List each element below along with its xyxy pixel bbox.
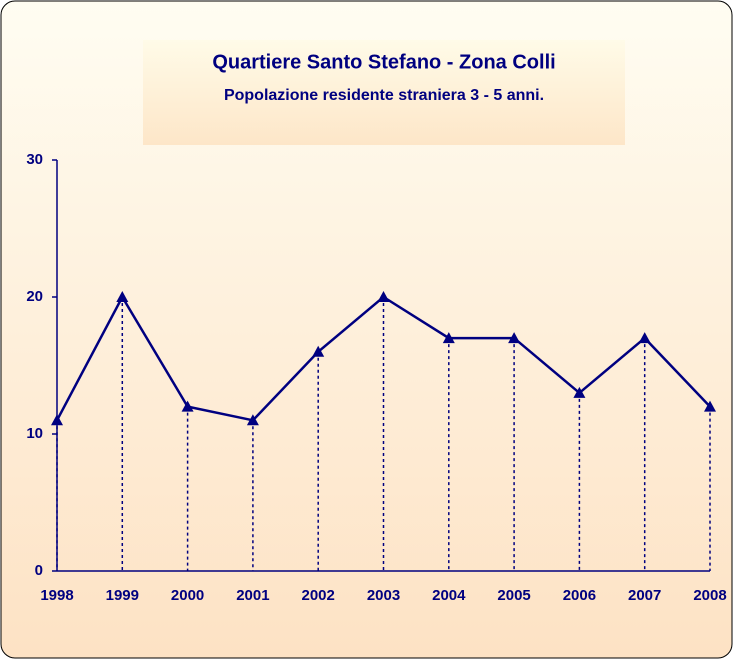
chart-subtitle: Popolazione residente straniera 3 - 5 an… bbox=[224, 87, 544, 104]
x-tick-label: 2005 bbox=[497, 587, 530, 604]
marker bbox=[51, 414, 63, 426]
marker bbox=[508, 332, 521, 344]
marker bbox=[638, 332, 651, 344]
marker bbox=[116, 291, 129, 302]
x-tick-label: 2006 bbox=[563, 587, 596, 604]
chart-title: Quartiere Santo Stefano - Zona Colli bbox=[212, 51, 555, 73]
x-tick-label: 1999 bbox=[106, 587, 139, 604]
x-tick-label: 2008 bbox=[693, 587, 726, 604]
marker bbox=[246, 414, 259, 426]
marker bbox=[704, 400, 716, 412]
x-tick-label: 2000 bbox=[171, 587, 204, 604]
y-tick-label: 10 bbox=[26, 425, 43, 442]
x-tick-label: 2007 bbox=[628, 587, 661, 604]
marker bbox=[442, 332, 455, 344]
x-tick-label: 2001 bbox=[236, 587, 269, 604]
x-tick-label: 2004 bbox=[432, 587, 466, 604]
marker bbox=[377, 291, 390, 302]
y-tick-label: 30 bbox=[26, 151, 43, 168]
x-tick-label: 1998 bbox=[40, 587, 73, 604]
title-box bbox=[143, 40, 625, 145]
x-tick-label: 2002 bbox=[302, 587, 335, 604]
marker bbox=[312, 345, 325, 357]
y-tick-label: 0 bbox=[35, 562, 43, 579]
marker bbox=[573, 386, 586, 398]
marker bbox=[181, 400, 194, 412]
y-tick-label: 20 bbox=[26, 288, 43, 305]
x-tick-label: 2003 bbox=[367, 587, 400, 604]
